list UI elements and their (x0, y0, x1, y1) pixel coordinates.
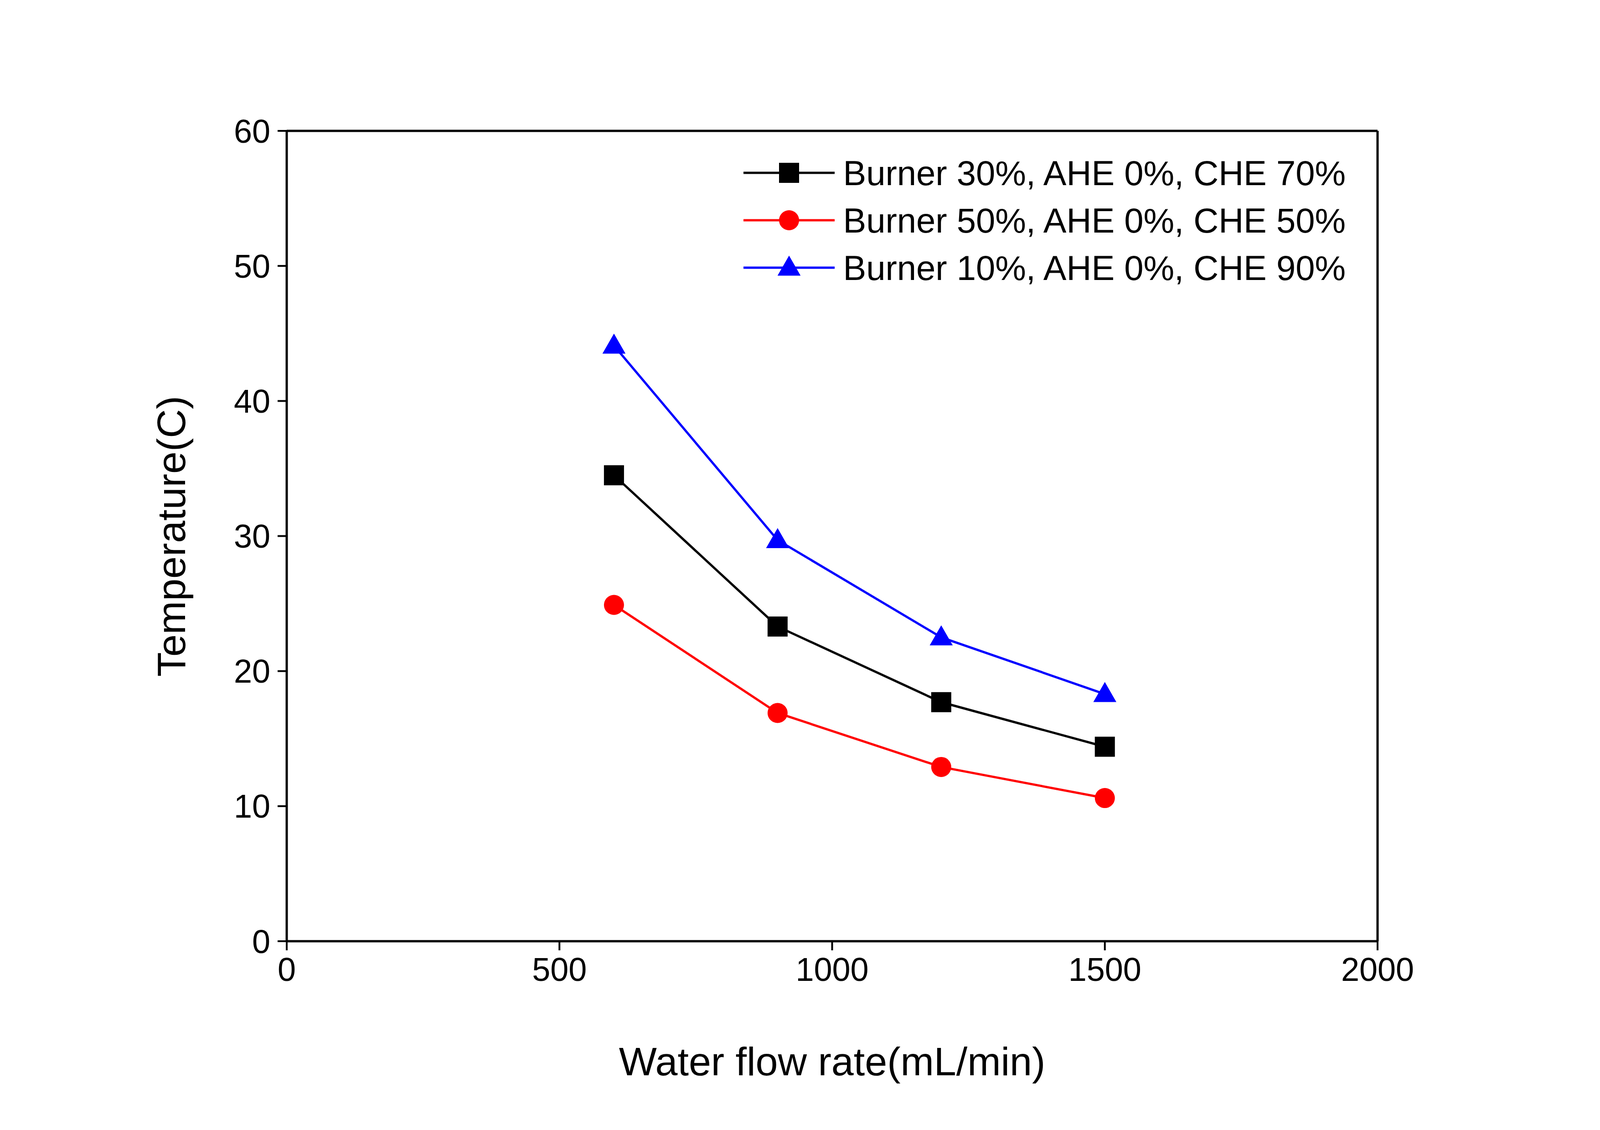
svg-text:2000: 2000 (1341, 950, 1415, 988)
html-text:Temperature(C): Temperature(C) (148, 395, 194, 677)
svg-text:40: 40 (233, 382, 271, 420)
html-text:Water flow rate(mL/min): Water flow rate(mL/min) (618, 1038, 1046, 1084)
svg-text:60: 60 (233, 113, 271, 150)
svg-text:10: 10 (233, 787, 271, 825)
svg-text:1500: 1500 (1068, 950, 1142, 988)
svg-text:1000: 1000 (795, 950, 869, 988)
svg-text:0: 0 (277, 950, 296, 988)
html-text:Burner 30%, AHE 0%, CHE 70%: Burner 30%, AHE 0%, CHE 70% (843, 153, 1346, 193)
svg-text:20: 20 (233, 652, 271, 690)
svg-text:50: 50 (233, 247, 271, 285)
svg-text:500: 500 (531, 950, 587, 988)
html-text:Burner 10%, AHE 0%, CHE 90%: Burner 10%, AHE 0%, CHE 90% (843, 248, 1346, 287)
html-text:Burner 50%, AHE 0%, CHE 50%: Burner 50%, AHE 0%, CHE 50% (843, 200, 1346, 240)
svg-text:0: 0 (252, 923, 271, 960)
svg-text:30: 30 (233, 517, 271, 555)
